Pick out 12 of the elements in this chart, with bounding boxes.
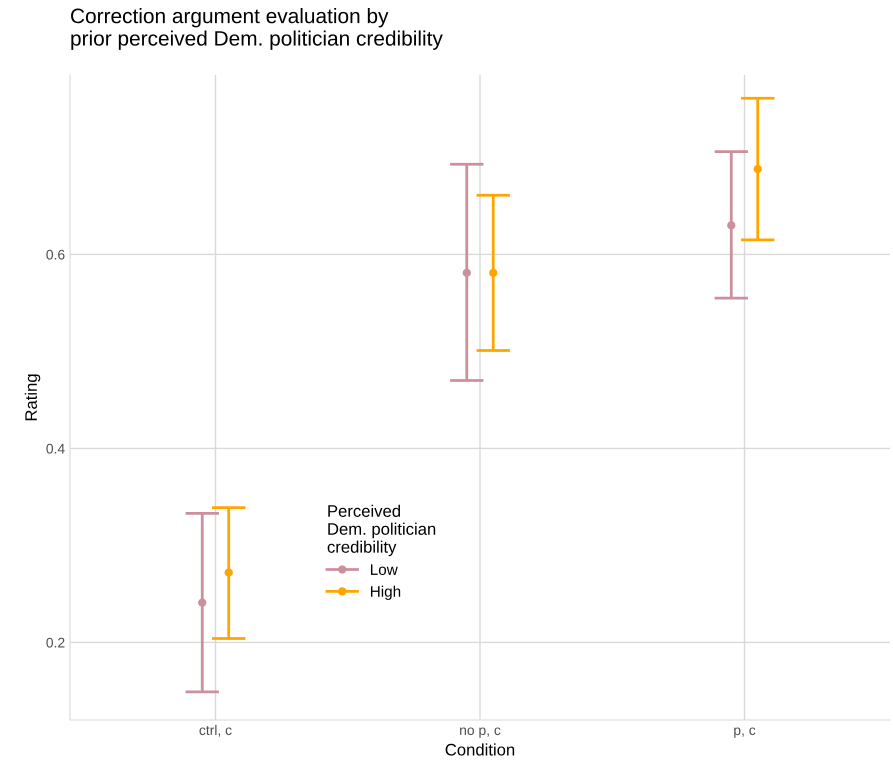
y-axis-title: Rating [24,374,40,420]
y-tick-label: 0.4 [46,444,65,454]
chart-title: Correction argument evaluation by prior perceived Dem. politician credibility [71,8,443,50]
x-tick-label: p, c [734,727,756,738]
legend-title: Perceived Dem. politician credibility [328,504,436,556]
x-axis-title: Condition [446,743,514,756]
x-tick-label: ctrl, c [199,724,232,737]
x-tick-label: no p, c [460,727,500,738]
legend-label: Low [370,564,398,575]
legend-label: High [370,586,400,600]
y-tick-label: 0.2 [46,638,64,648]
y-tick-label: 0.6 [46,250,65,260]
